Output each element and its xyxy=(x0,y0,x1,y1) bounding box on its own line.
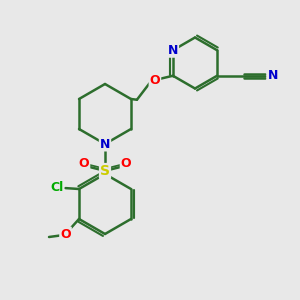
Text: O: O xyxy=(121,157,131,170)
Text: N: N xyxy=(267,69,278,82)
Text: O: O xyxy=(150,74,160,87)
Text: N: N xyxy=(168,44,178,57)
Text: N: N xyxy=(100,137,110,151)
Text: S: S xyxy=(100,164,110,178)
Text: Cl: Cl xyxy=(50,181,63,194)
Text: O: O xyxy=(60,227,71,241)
Text: O: O xyxy=(79,157,89,170)
